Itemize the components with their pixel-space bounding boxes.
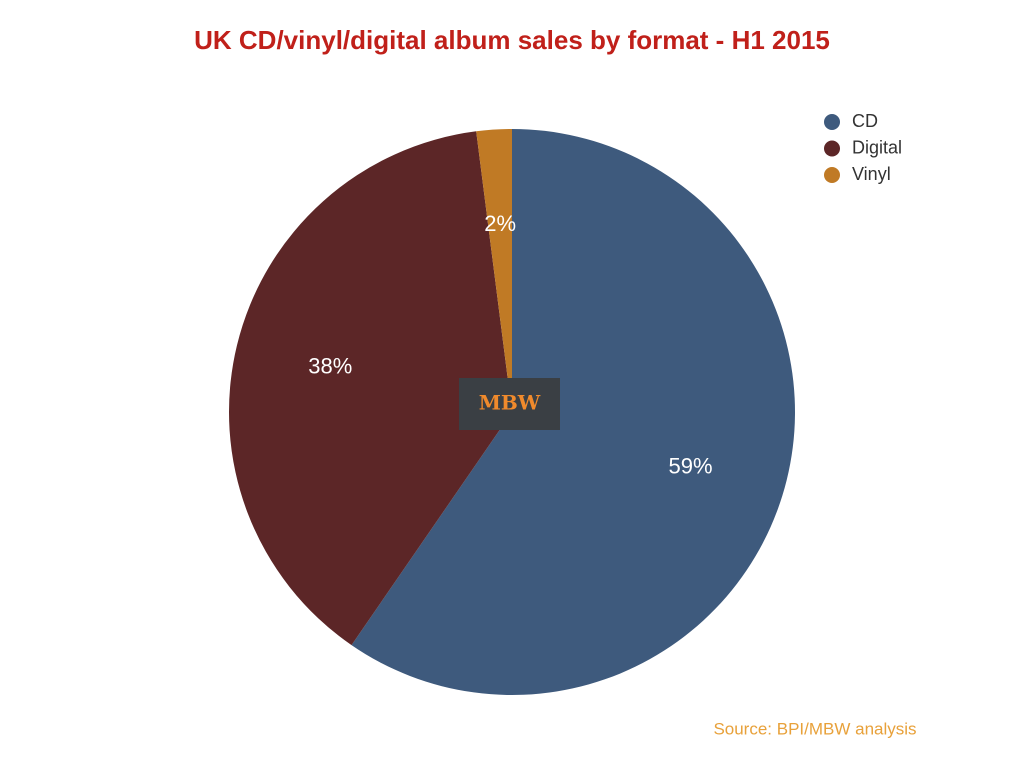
legend-marker — [824, 114, 840, 130]
legend-label: Digital — [852, 137, 902, 157]
data-label: 2% — [484, 211, 516, 236]
pie-slice — [351, 129, 796, 695]
data-label: 38% — [308, 354, 352, 379]
legend-marker — [824, 167, 840, 183]
legend-label: Vinyl — [852, 164, 891, 184]
source: Source: BPI/MBW analysis — [713, 719, 916, 738]
logo: MBW — [479, 391, 541, 415]
pie-slice — [476, 129, 512, 412]
pie-slice — [228, 131, 512, 646]
logo-box — [459, 378, 560, 430]
data-label: 59% — [669, 453, 713, 478]
chart-title: UK CD/vinyl/digital album sales by forma… — [194, 25, 830, 55]
legend-marker — [824, 140, 840, 157]
legend-label: CD — [852, 111, 878, 131]
